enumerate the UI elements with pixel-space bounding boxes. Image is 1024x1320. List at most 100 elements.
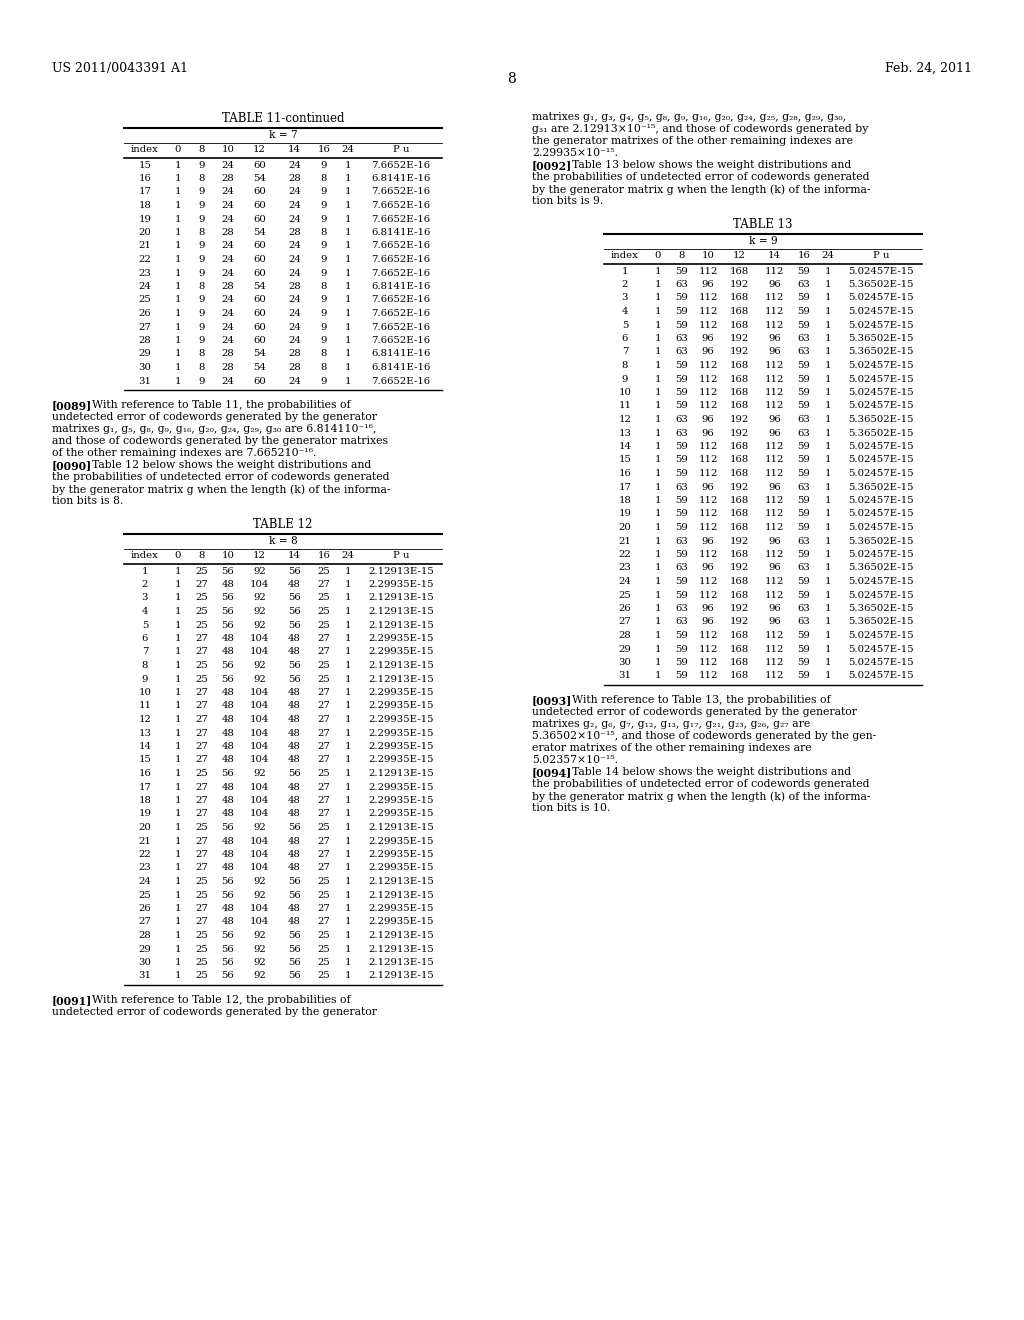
Text: 24: 24 xyxy=(821,252,835,260)
Text: 27: 27 xyxy=(317,701,331,710)
Text: 16: 16 xyxy=(798,252,810,260)
Text: 5.36502E-15: 5.36502E-15 xyxy=(848,605,913,612)
Text: 30: 30 xyxy=(618,657,632,667)
Text: 24: 24 xyxy=(288,242,301,251)
Text: 1: 1 xyxy=(175,282,181,290)
Text: 48: 48 xyxy=(221,648,234,656)
Text: 1: 1 xyxy=(654,523,662,532)
Text: 7.6652E-16: 7.6652E-16 xyxy=(372,322,430,331)
Text: 96: 96 xyxy=(701,618,715,627)
Text: 2.29935E-15: 2.29935E-15 xyxy=(369,809,434,818)
Text: 59: 59 xyxy=(676,644,688,653)
Text: 168: 168 xyxy=(730,388,750,397)
Text: 8: 8 xyxy=(199,174,205,183)
Text: 5.36502E-15: 5.36502E-15 xyxy=(848,483,913,491)
Text: 25: 25 xyxy=(618,590,632,599)
Text: 27: 27 xyxy=(196,579,209,589)
Text: 1: 1 xyxy=(175,850,181,859)
Text: 27: 27 xyxy=(317,809,331,818)
Text: 96: 96 xyxy=(768,564,781,573)
Text: 16: 16 xyxy=(317,145,331,154)
Text: 26: 26 xyxy=(138,309,152,318)
Text: 9: 9 xyxy=(321,376,328,385)
Text: 1: 1 xyxy=(345,675,351,684)
Text: 6: 6 xyxy=(622,334,628,343)
Text: 1: 1 xyxy=(654,550,662,558)
Text: 168: 168 xyxy=(730,590,750,599)
Text: 59: 59 xyxy=(676,308,688,315)
Text: 27: 27 xyxy=(196,729,209,738)
Text: 27: 27 xyxy=(618,618,632,627)
Text: 13: 13 xyxy=(618,429,632,437)
Text: 1: 1 xyxy=(345,917,351,927)
Text: 24: 24 xyxy=(288,187,301,197)
Text: 1: 1 xyxy=(824,469,831,478)
Text: 26: 26 xyxy=(138,904,152,913)
Text: Table 12 below shows the weight distributions and: Table 12 below shows the weight distribu… xyxy=(92,459,372,470)
Text: 25: 25 xyxy=(317,620,331,630)
Text: 1: 1 xyxy=(654,536,662,545)
Text: 1: 1 xyxy=(824,347,831,356)
Text: 2.12913E-15: 2.12913E-15 xyxy=(368,972,434,981)
Text: 28: 28 xyxy=(288,174,301,183)
Text: 2.29935×10⁻¹⁵.: 2.29935×10⁻¹⁵. xyxy=(532,148,618,158)
Text: 27: 27 xyxy=(196,688,209,697)
Text: 22: 22 xyxy=(618,550,632,558)
Text: 7: 7 xyxy=(622,347,629,356)
Text: 1: 1 xyxy=(654,308,662,315)
Text: and those of codewords generated by the generator matrixes: and those of codewords generated by the … xyxy=(52,436,388,446)
Text: 1: 1 xyxy=(824,483,831,491)
Text: 112: 112 xyxy=(698,293,718,302)
Text: 12: 12 xyxy=(138,715,152,723)
Text: 12: 12 xyxy=(618,414,632,424)
Text: 112: 112 xyxy=(698,631,718,640)
Text: 18: 18 xyxy=(138,796,152,805)
Text: 5.02457E-15: 5.02457E-15 xyxy=(848,672,913,681)
Text: 8: 8 xyxy=(199,282,205,290)
Text: 5.36502×10⁻¹⁵, and those of codewords generated by the gen-: 5.36502×10⁻¹⁵, and those of codewords ge… xyxy=(532,731,877,741)
Text: 63: 63 xyxy=(676,334,688,343)
Text: 96: 96 xyxy=(768,347,781,356)
Text: 11: 11 xyxy=(138,701,152,710)
Text: 1: 1 xyxy=(824,455,831,465)
Text: With reference to Table 13, the probabilities of: With reference to Table 13, the probabil… xyxy=(572,696,830,705)
Text: 5.02457E-15: 5.02457E-15 xyxy=(848,360,913,370)
Text: 2.29935E-15: 2.29935E-15 xyxy=(369,701,434,710)
Text: 59: 59 xyxy=(798,401,810,411)
Text: 1: 1 xyxy=(824,429,831,437)
Text: 9: 9 xyxy=(321,201,328,210)
Text: 104: 104 xyxy=(250,701,269,710)
Text: 48: 48 xyxy=(288,579,301,589)
Text: 8: 8 xyxy=(679,252,685,260)
Text: 5.02457E-15: 5.02457E-15 xyxy=(848,388,913,397)
Text: 29: 29 xyxy=(138,945,152,953)
Text: 1: 1 xyxy=(654,347,662,356)
Text: 24: 24 xyxy=(138,282,152,290)
Text: 60: 60 xyxy=(253,214,266,223)
Text: 1: 1 xyxy=(654,672,662,681)
Text: 2.12913E-15: 2.12913E-15 xyxy=(368,661,434,671)
Text: 56: 56 xyxy=(221,675,234,684)
Text: 1: 1 xyxy=(345,322,351,331)
Text: 1: 1 xyxy=(175,634,181,643)
Text: 1: 1 xyxy=(175,783,181,792)
Text: 96: 96 xyxy=(768,618,781,627)
Text: 17: 17 xyxy=(138,783,152,792)
Text: matrixes g₁, g₅, g₈, g₉, g₁₆, g₂₀, g₂₄, g₂₉, g₃₀ are 6.814110⁻¹⁶,: matrixes g₁, g₅, g₈, g₉, g₁₆, g₂₀, g₂₄, … xyxy=(52,424,377,434)
Text: 27: 27 xyxy=(317,783,331,792)
Text: 9: 9 xyxy=(199,255,205,264)
Text: k = 7: k = 7 xyxy=(268,131,297,140)
Text: 7.6652E-16: 7.6652E-16 xyxy=(372,161,430,169)
Text: 112: 112 xyxy=(765,550,784,558)
Text: 1: 1 xyxy=(654,483,662,491)
Text: 2.29935E-15: 2.29935E-15 xyxy=(369,715,434,723)
Text: 96: 96 xyxy=(701,605,715,612)
Text: 112: 112 xyxy=(765,442,784,451)
Text: 192: 192 xyxy=(730,483,750,491)
Text: 63: 63 xyxy=(676,347,688,356)
Text: 59: 59 xyxy=(798,590,810,599)
Text: 48: 48 xyxy=(288,863,301,873)
Text: 25: 25 xyxy=(317,876,331,886)
Text: 24: 24 xyxy=(288,309,301,318)
Text: 24: 24 xyxy=(221,161,234,169)
